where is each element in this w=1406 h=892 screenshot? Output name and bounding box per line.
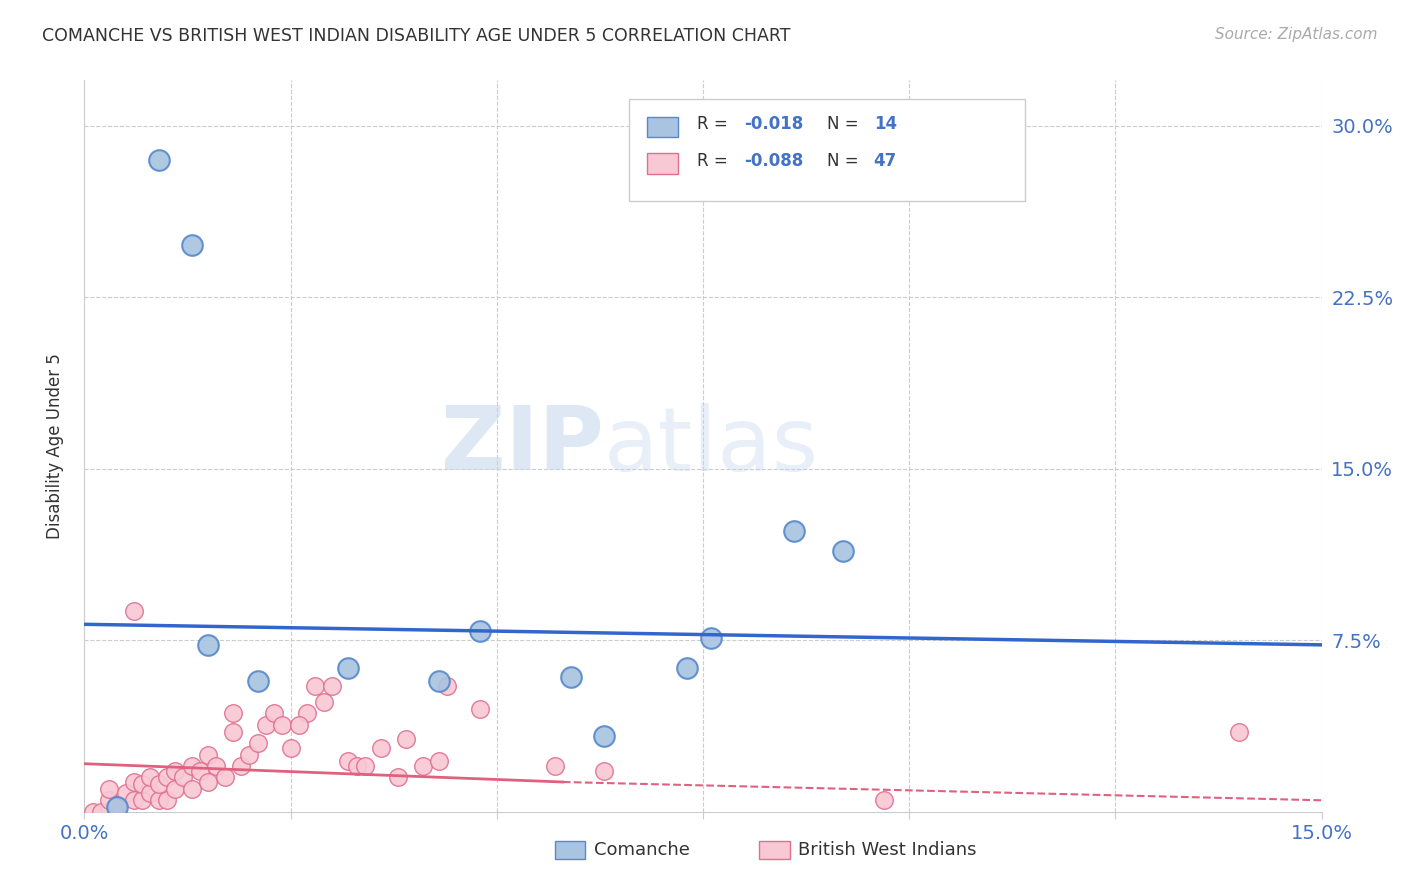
Point: [156, 771, 179, 785]
Point: [470, 624, 492, 639]
Point: [337, 661, 360, 675]
Point: [214, 771, 236, 785]
Point: [593, 764, 616, 778]
FancyBboxPatch shape: [647, 117, 678, 137]
Point: [321, 679, 343, 693]
Point: [436, 679, 458, 693]
Point: [593, 729, 616, 743]
Point: [873, 793, 896, 807]
Point: [172, 771, 194, 785]
Point: [156, 793, 179, 807]
Point: [470, 702, 492, 716]
Text: N =: N =: [827, 152, 863, 169]
Point: [165, 781, 187, 796]
Point: [312, 695, 335, 709]
Point: [229, 759, 252, 773]
Point: [304, 679, 326, 693]
Point: [1227, 724, 1250, 739]
Text: R =: R =: [697, 115, 733, 133]
Point: [560, 670, 582, 684]
Point: [180, 238, 202, 252]
Point: [139, 787, 162, 801]
Point: [148, 153, 170, 168]
Text: British West Indians: British West Indians: [799, 841, 977, 859]
Point: [180, 781, 202, 796]
FancyBboxPatch shape: [554, 841, 585, 859]
Point: [675, 661, 697, 675]
Point: [197, 638, 219, 652]
Point: [246, 674, 269, 689]
Text: -0.018: -0.018: [744, 115, 803, 133]
Point: [122, 793, 145, 807]
Point: [395, 731, 418, 746]
Point: [98, 781, 121, 796]
Point: [832, 544, 855, 558]
Point: [412, 759, 434, 773]
Point: [197, 747, 219, 762]
Text: N =: N =: [827, 115, 863, 133]
Text: 14: 14: [873, 115, 897, 133]
Point: [180, 759, 202, 773]
Point: [427, 755, 450, 769]
Point: [346, 759, 368, 773]
Point: [246, 736, 269, 750]
Point: [263, 706, 285, 721]
Point: [131, 793, 153, 807]
Point: [295, 706, 318, 721]
Point: [288, 718, 311, 732]
Text: 47: 47: [873, 152, 897, 169]
Point: [105, 797, 128, 812]
FancyBboxPatch shape: [647, 153, 678, 174]
Point: [238, 747, 260, 762]
Point: [254, 718, 277, 732]
Text: Source: ZipAtlas.com: Source: ZipAtlas.com: [1215, 27, 1378, 42]
Point: [105, 800, 128, 814]
Point: [222, 706, 245, 721]
Point: [197, 775, 219, 789]
Point: [148, 777, 170, 791]
Point: [98, 793, 121, 807]
Point: [543, 759, 565, 773]
Point: [370, 740, 392, 755]
Point: [337, 755, 360, 769]
Point: [222, 724, 245, 739]
Point: [783, 524, 806, 538]
Y-axis label: Disability Age Under 5: Disability Age Under 5: [45, 353, 63, 539]
Text: ZIP: ZIP: [441, 402, 605, 490]
Point: [122, 603, 145, 617]
Text: -0.088: -0.088: [744, 152, 803, 169]
Point: [427, 674, 450, 689]
Point: [271, 718, 294, 732]
Point: [205, 759, 228, 773]
Point: [165, 764, 187, 778]
Point: [122, 775, 145, 789]
Point: [700, 631, 723, 645]
Point: [82, 805, 104, 819]
Point: [114, 787, 136, 801]
Text: COMANCHE VS BRITISH WEST INDIAN DISABILITY AGE UNDER 5 CORRELATION CHART: COMANCHE VS BRITISH WEST INDIAN DISABILI…: [42, 27, 790, 45]
FancyBboxPatch shape: [759, 841, 790, 859]
Point: [188, 764, 211, 778]
Text: atlas: atlas: [605, 402, 820, 490]
Point: [139, 771, 162, 785]
Point: [148, 793, 170, 807]
Text: R =: R =: [697, 152, 733, 169]
Point: [131, 777, 153, 791]
Point: [353, 759, 375, 773]
Point: [387, 771, 409, 785]
Point: [280, 740, 302, 755]
Point: [90, 805, 112, 819]
Text: Comanche: Comanche: [595, 841, 690, 859]
FancyBboxPatch shape: [628, 99, 1025, 201]
